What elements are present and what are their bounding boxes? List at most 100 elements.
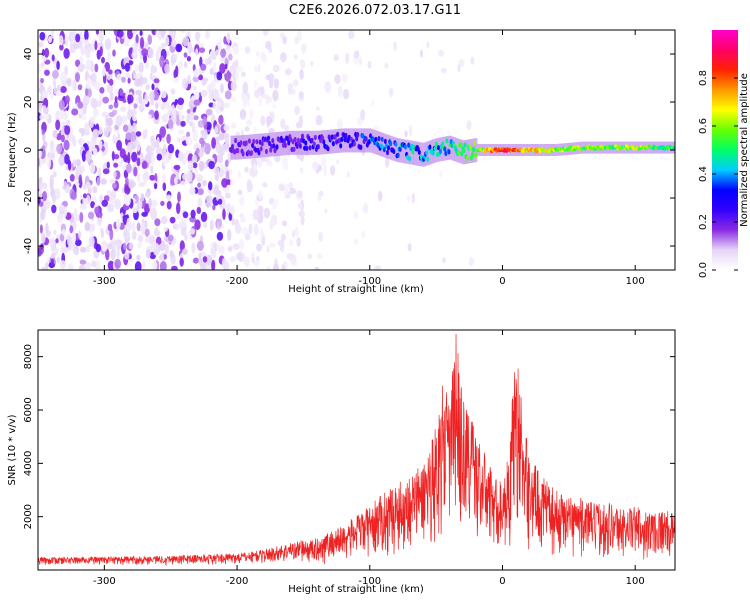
spectrogram-noise-blob — [55, 119, 61, 131]
spectrogram-noise-blob — [239, 238, 244, 250]
spectrogram-noise-blob — [78, 39, 82, 50]
spectrogram-noise-blob — [202, 256, 208, 263]
spectrogram-noise-blob — [241, 227, 249, 235]
spectrogram-ridge-point — [470, 152, 475, 158]
spectrogram-ridge-point — [305, 145, 309, 151]
spectrogram-noise-blob — [253, 259, 260, 267]
spectrogram-ridge-point — [295, 143, 299, 149]
spectrogram-x-tick-label: -200 — [226, 276, 249, 287]
spectrogram-noise-blob — [136, 140, 141, 152]
spectrogram-noise-blob — [78, 264, 85, 270]
spectrogram-noise-blob — [134, 73, 142, 79]
spectrogram-ridge-halo — [360, 128, 362, 153]
spectrogram-ridge-point — [434, 141, 438, 147]
spectrogram-noise-blob — [125, 132, 132, 141]
spectrogram-noise-blob — [161, 136, 165, 143]
spectrogram-ridge-point — [460, 151, 464, 157]
spectrogram-ridge-point — [336, 131, 340, 137]
spectrogram-noise-blob — [137, 234, 144, 243]
spectrogram-noise-blob — [299, 59, 305, 65]
spectrogram-noise-blob — [153, 78, 160, 84]
spectrogram-noise-blob — [80, 246, 87, 253]
spectrogram-noise-blob — [266, 245, 270, 253]
spectrogram-noise-blob — [58, 108, 65, 120]
spectrogram-noise-blob — [202, 116, 208, 126]
spectrogram-ridge-halo — [395, 137, 397, 162]
spectrogram-ridge-halo — [414, 141, 416, 166]
spectrogram-noise-blob — [72, 136, 76, 147]
spectrogram-noise-blob — [134, 261, 142, 270]
spectrogram-noise-blob — [136, 76, 141, 87]
spectrogram-noise-blob — [85, 181, 91, 189]
spectrogram-ridge-halo — [243, 135, 245, 159]
spectrogram-noise-blob — [229, 205, 235, 215]
spectrogram-noise-blob — [116, 30, 124, 38]
spectrogram-ridge-point — [408, 156, 412, 162]
spectrogram-noise-blob — [168, 153, 172, 160]
spectrogram-ridge-halo — [382, 132, 384, 157]
spectrogram-noise-blob — [58, 99, 65, 111]
spectrogram-noise-blob — [113, 162, 119, 168]
spectrogram-noise-blob — [53, 78, 56, 89]
spectrogram-noise-blob — [358, 56, 363, 66]
spectrogram-noise-blob — [272, 103, 277, 109]
spectrogram-ridge-point — [425, 150, 429, 156]
spectrogram-noise-blob — [160, 216, 168, 225]
spectrogram-noise-blob — [272, 64, 280, 73]
spectrogram-noise-blob — [133, 166, 138, 177]
spectrogram-ridge-halo — [389, 135, 392, 160]
spectrogram-noise-blob — [155, 243, 160, 255]
spectrogram-noise-blob — [88, 236, 95, 248]
spectrogram-noise-blob — [104, 38, 112, 51]
spectrogram-ridge-halo — [406, 139, 409, 164]
spectrogram-noise-blob — [167, 143, 175, 154]
spectrogram-noise-blob — [300, 215, 305, 226]
spectrogram-noise-blob — [38, 63, 42, 74]
spectrogram-noise-blob — [219, 63, 226, 74]
spectrogram-ridge-point — [268, 140, 272, 147]
spectrogram-noise-blob — [39, 31, 46, 41]
spectrogram-noise-blob — [212, 204, 216, 211]
spectrogram-noise-blob — [218, 168, 224, 178]
spectrogram-ridge-halo — [468, 139, 470, 164]
spectrogram-ridge — [228, 128, 675, 167]
spectrogram-ridge-point — [275, 144, 279, 150]
snr-x-tick-label: -100 — [358, 576, 381, 587]
figure-title: C2E6.2026.072.03.17.G11 — [289, 3, 461, 18]
spectrogram-noise-blob — [175, 65, 179, 78]
spectrogram-noise-blob — [128, 242, 134, 250]
spectrogram-noise-blob — [205, 30, 210, 39]
spectrogram-noise-blob — [292, 79, 299, 87]
spectrogram-noise-blob — [92, 186, 98, 194]
spectrogram-noise-blob — [51, 54, 55, 62]
spectrogram-noise-blob — [229, 65, 234, 73]
spectrogram-noise-blob — [177, 97, 185, 106]
spectrogram-ridge-halo — [447, 136, 449, 160]
spectrogram-ridge-point — [292, 146, 296, 152]
spectrogram-noise-blob — [173, 54, 178, 60]
spectrogram-ridge-point — [293, 136, 297, 143]
spectrogram-ridge-point — [257, 150, 261, 156]
spectrogram-noise-blob — [155, 30, 160, 37]
spectrogram-noise-blob — [187, 41, 191, 54]
spectrogram-ridge-halo — [393, 137, 396, 162]
spectrogram-ridge-halo — [315, 130, 318, 155]
spectrogram-noise-blob — [284, 68, 292, 76]
spectrogram-noise-blob — [211, 50, 217, 61]
spectrogram-noise-blob — [132, 122, 137, 134]
spectrogram-ridge-point — [284, 142, 288, 148]
spectrogram-noise-blob — [176, 202, 181, 215]
spectrogram-noise-blob — [153, 141, 158, 148]
spectrogram-noise-blob — [298, 190, 303, 198]
spectrogram-noise-blob — [89, 162, 96, 175]
spectrogram-noise-blob — [165, 35, 170, 47]
spectrogram-ridge-halo — [459, 139, 462, 164]
spectrogram-noise-blob — [240, 71, 246, 77]
spectrogram-noise-blob — [109, 196, 114, 204]
spectrogram-ridge-point — [369, 133, 373, 139]
spectrogram-noise-blob — [289, 239, 294, 247]
spectrogram-noise-blob — [58, 204, 65, 212]
spectrogram-ridge-halo — [277, 132, 279, 156]
spectrogram-noise-blob — [294, 36, 299, 45]
spectrogram-noise-blob — [193, 257, 199, 264]
